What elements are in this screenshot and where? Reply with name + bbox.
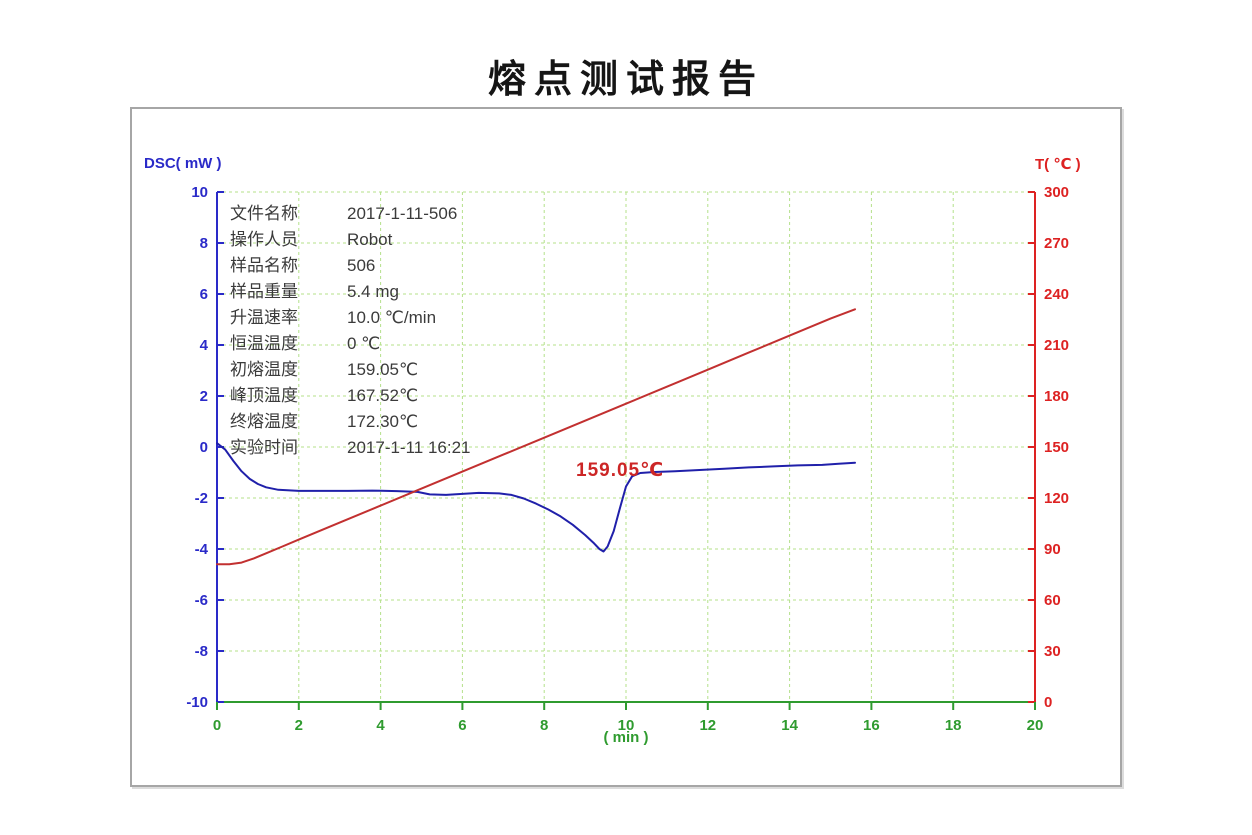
info-row-label: 终熔温度 bbox=[230, 412, 298, 431]
right-axis-tick-label: 270 bbox=[1044, 235, 1069, 252]
chart-frame: 10 8 6 4 2 0 -2 -4 -6 -8 -10 300 270 240 210 180 150 120 9… bbox=[130, 107, 1122, 787]
info-row-value: 2017-1-11-506 bbox=[347, 204, 458, 223]
info-row: 升温速率 10.0 ℃/min bbox=[230, 305, 471, 331]
info-row: 峰顶温度 167.52℃ bbox=[230, 383, 471, 409]
left-axis-tick-label: 8 bbox=[200, 235, 208, 252]
left-axis-tick-label: 2 bbox=[200, 388, 208, 405]
left-axis-tick-label: 6 bbox=[200, 286, 208, 303]
right-axis-tick-label: 60 bbox=[1044, 592, 1061, 609]
info-row-label: 实验时间 bbox=[230, 438, 298, 457]
x-axis-tick-label: 12 bbox=[699, 717, 716, 734]
info-row-value: 5.4 mg bbox=[347, 282, 399, 301]
info-row: 初熔温度 159.05℃ bbox=[230, 357, 471, 383]
info-row-label: 样品重量 bbox=[230, 282, 298, 301]
right-axis-tick-label: 30 bbox=[1044, 643, 1061, 660]
right-axis-tick-label: 300 bbox=[1044, 184, 1069, 201]
dsc-chart: 1086420-2-4-6-8-103002702402101801501209… bbox=[186, 184, 1069, 734]
x-axis-tick-label: 8 bbox=[540, 717, 548, 734]
series-dsc-curve bbox=[216, 442, 856, 553]
x-axis-tick-label: 0 bbox=[213, 717, 221, 734]
x-axis-tick-label: 14 bbox=[781, 717, 798, 734]
info-row: 实验时间 2017-1-11 16:21 bbox=[230, 435, 471, 461]
right-axis-tick-label: 0 bbox=[1044, 694, 1052, 711]
x-axis-tick-label: 10 bbox=[618, 717, 635, 734]
left-axis-tick-label: -4 bbox=[195, 541, 209, 558]
right-axis-tick-label: 150 bbox=[1044, 439, 1069, 456]
info-row-label: 峰顶温度 bbox=[230, 386, 298, 405]
info-row-value: 506 bbox=[347, 256, 376, 275]
info-row: 样品名称 506 bbox=[230, 253, 471, 279]
left-axis-tick-label: -10 bbox=[186, 694, 208, 711]
right-axis-tick-label: 90 bbox=[1044, 541, 1061, 558]
info-row-label: 文件名称 bbox=[230, 204, 298, 223]
info-row-value: 2017-1-11 16:21 bbox=[347, 438, 471, 457]
left-axis-tick-label: -6 bbox=[195, 592, 208, 609]
x-axis-tick-label: 2 bbox=[295, 717, 303, 734]
left-axis-tick-label: 0 bbox=[200, 439, 208, 456]
left-axis-tick-label: 4 bbox=[200, 337, 209, 354]
info-row-label: 样品名称 bbox=[230, 256, 298, 275]
left-axis-tick-label: -2 bbox=[195, 490, 208, 507]
info-row-value: 167.52℃ bbox=[347, 386, 419, 405]
info-row-label: 升温速率 bbox=[230, 308, 298, 327]
info-row-value: 159.05℃ bbox=[347, 360, 419, 379]
page-title: 熔点测试报告 bbox=[487, 59, 764, 101]
x-axis-tick-label: 4 bbox=[376, 717, 385, 734]
info-row: 文件名称 2017-1-11-506 bbox=[230, 201, 471, 227]
x-axis-tick-label: 18 bbox=[945, 717, 962, 734]
info-row: 恒温温度 0 ℃ bbox=[230, 331, 471, 357]
info-row-value: 0 ℃ bbox=[347, 334, 381, 353]
left-axis-label: DSC( mW ) bbox=[144, 155, 222, 172]
right-axis-label: T( ℃ ) bbox=[1035, 156, 1081, 173]
left-axis-tick-label: 10 bbox=[191, 184, 208, 201]
right-axis-tick-label: 240 bbox=[1044, 286, 1069, 303]
right-axis-tick-label: 180 bbox=[1044, 388, 1069, 405]
x-axis-tick-label: 20 bbox=[1027, 717, 1044, 734]
info-row-value: Robot bbox=[347, 230, 393, 249]
right-axis-tick-label: 120 bbox=[1044, 490, 1069, 507]
info-row-label: 恒温温度 bbox=[230, 334, 298, 353]
x-axis-tick-label: 16 bbox=[863, 717, 880, 734]
info-row: 操作人员 Robot bbox=[230, 227, 471, 253]
right-axis-tick-label: 210 bbox=[1044, 337, 1069, 354]
x-axis-tick-label: 6 bbox=[458, 717, 466, 734]
info-row-label: 初熔温度 bbox=[230, 360, 298, 379]
info-row: 终熔温度 172.30℃ bbox=[230, 409, 471, 435]
info-row-value: 10.0 ℃/min bbox=[347, 308, 437, 327]
info-row-value: 172.30℃ bbox=[347, 412, 419, 431]
info-row: 样品重量 5.4 mg bbox=[230, 279, 471, 305]
series-t-curve bbox=[216, 308, 856, 566]
info-row-label: 操作人员 bbox=[230, 230, 298, 249]
x-axis-label: ( min ) bbox=[603, 729, 649, 746]
sample-info-panel: 文件名称 2017-1-11-506 操作人员 Robot 样品名称 506 样品重量 5.4… bbox=[230, 201, 471, 461]
onset-temperature-annotation: 159.05℃ bbox=[576, 460, 665, 481]
left-axis-tick-label: -8 bbox=[195, 643, 208, 660]
